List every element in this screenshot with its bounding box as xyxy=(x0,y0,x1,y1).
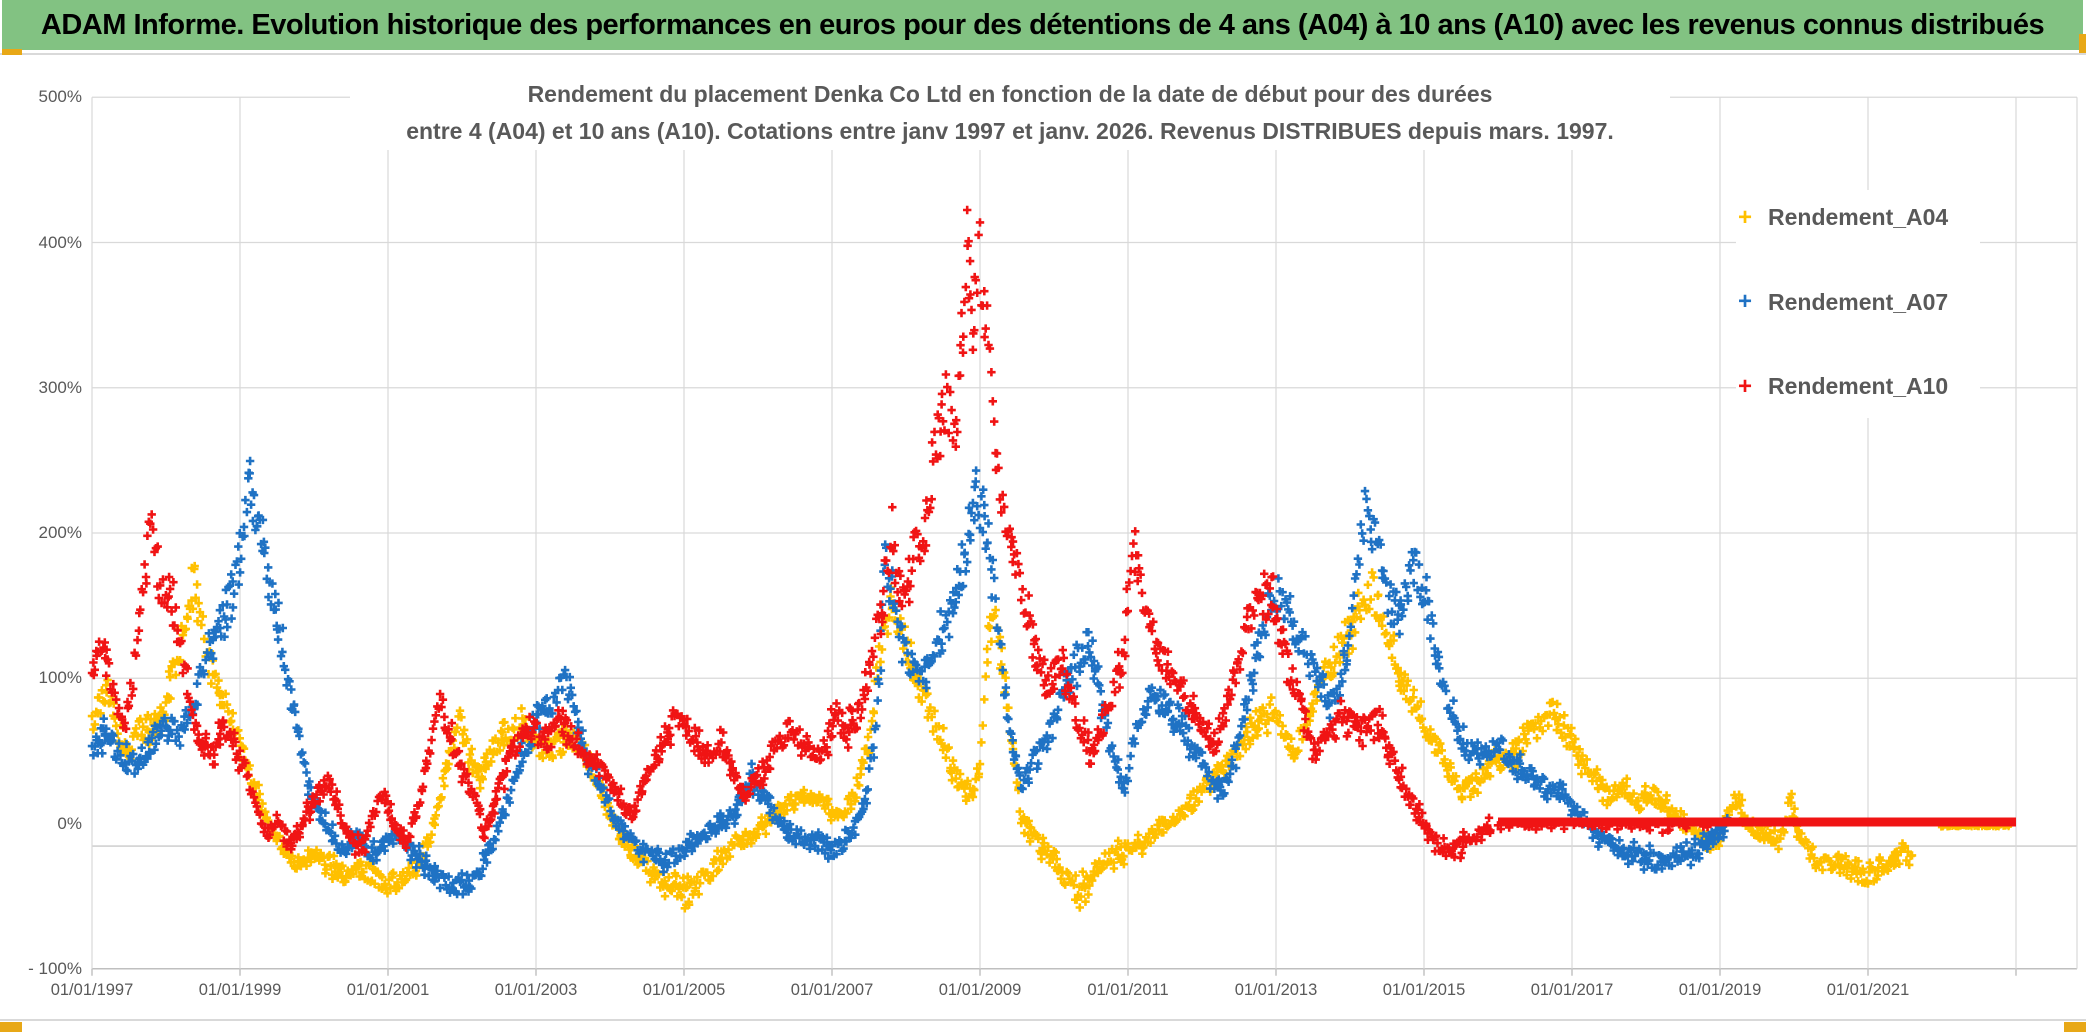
x-tick-label: 01/01/2021 xyxy=(1826,981,1910,999)
accent-mark-top-left xyxy=(2,49,22,55)
x-tick-label: 01/01/1999 xyxy=(198,981,282,999)
x-tick-label: 01/01/1997 xyxy=(50,981,134,999)
chart-title: Rendement du placement Denka Co Ltd en f… xyxy=(350,76,1670,150)
chart-title-line2: entre 4 (A04) et 10 ans (A10). Cotations… xyxy=(406,118,1614,144)
chart-title-line1: Rendement du placement Denka Co Ltd en f… xyxy=(527,81,1493,107)
x-tick-label: 01/01/2019 xyxy=(1678,981,1762,999)
y-tick-label: - 100% xyxy=(28,958,82,978)
x-tick-label: 01/01/2005 xyxy=(642,981,726,999)
legend-item-rendement_a04: + Rendement_A04 xyxy=(1736,204,1980,231)
legend-label: Rendement_A04 xyxy=(1768,204,1949,230)
report-title-banner: ADAM Informe. Evolution historique des p… xyxy=(2,0,2083,50)
legend-item-rendement_a07: + Rendement_A07 xyxy=(1736,289,1980,316)
y-tick-label: 500% xyxy=(38,87,82,107)
x-tick-label: 01/01/2015 xyxy=(1382,981,1466,999)
x-tick-label: 01/01/2013 xyxy=(1234,981,1318,999)
accent-mark-bottom-left xyxy=(0,1022,22,1032)
y-tick-label: 300% xyxy=(38,377,82,397)
x-tick-label: 01/01/2011 xyxy=(1087,981,1169,999)
legend-label: Rendement_A10 xyxy=(1768,373,1949,399)
x-tick-label: 01/01/2017 xyxy=(1530,981,1614,999)
legend-label: Rendement_A07 xyxy=(1768,288,1949,315)
plus-marker-icon: + xyxy=(1737,372,1752,400)
y-tick-label: 400% xyxy=(38,232,82,252)
banner-divider xyxy=(0,53,2086,55)
accent-mark-top-right xyxy=(2079,34,2086,53)
y-tick-label: 200% xyxy=(38,523,82,542)
y-tick-label: 0% xyxy=(57,813,82,833)
x-tick-label: 01/01/2001 xyxy=(346,981,430,999)
chart-legend: + Rendement_A04 + Rendement_A07 + Rendement_A… xyxy=(1736,190,1980,418)
plus-marker-icon: + xyxy=(1737,288,1752,315)
x-tick-label: 01/01/2003 xyxy=(494,981,578,999)
plus-marker-icon: + xyxy=(1737,203,1752,231)
bottom-divider xyxy=(0,1019,2086,1021)
y-tick-label: 100% xyxy=(38,668,82,688)
legend-item-rendement_a10: + Rendement_A10 xyxy=(1736,373,1980,400)
x-tick-label: 01/01/2009 xyxy=(938,981,1022,999)
x-tick-label: 01/01/2007 xyxy=(790,981,874,999)
accent-mark-bottom-right xyxy=(2064,1022,2086,1032)
